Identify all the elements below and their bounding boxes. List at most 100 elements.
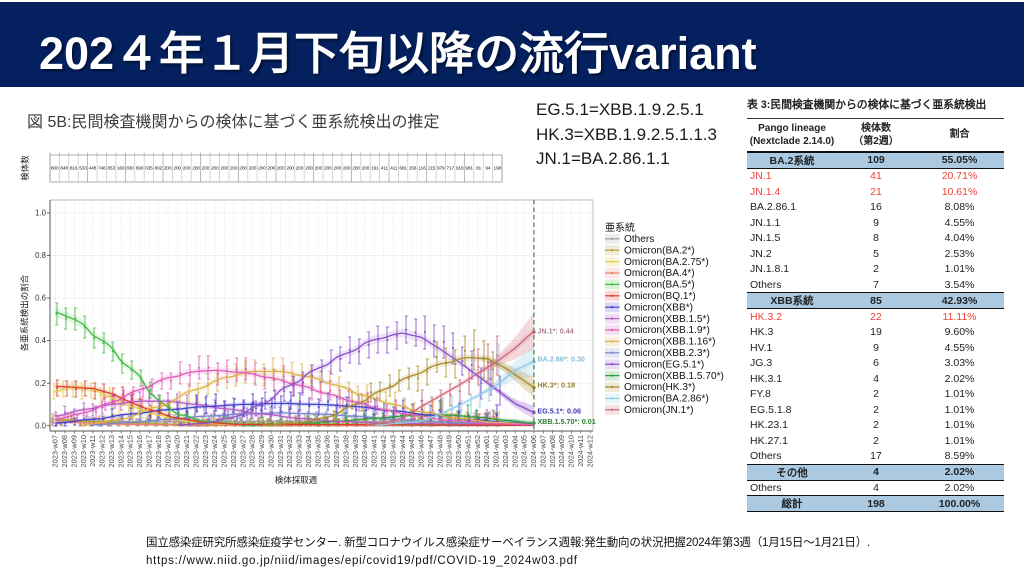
svg-text:94: 94 [485, 166, 491, 172]
svg-text:979: 979 [437, 166, 445, 172]
svg-text:2024-w09: 2024-w09 [557, 435, 566, 467]
svg-text:Omicron(BA.2.86*): Omicron(BA.2.86*) [624, 394, 709, 405]
svg-text:検体数: 検体数 [20, 155, 30, 181]
svg-text:115: 115 [428, 166, 436, 172]
svg-text:2023-w34: 2023-w34 [304, 435, 313, 467]
svg-text:2023-w29: 2023-w29 [257, 435, 266, 467]
svg-text:2023-w18: 2023-w18 [154, 435, 163, 467]
svg-text:2023-w22: 2023-w22 [191, 435, 200, 467]
svg-text:81: 81 [476, 166, 482, 172]
svg-text:200: 200 [164, 166, 172, 172]
svg-text:2023-w30: 2023-w30 [266, 435, 275, 467]
svg-text:635: 635 [145, 166, 153, 172]
svg-text:200: 200 [239, 166, 247, 172]
svg-text:0.6: 0.6 [35, 294, 46, 303]
svg-text:200: 200 [192, 166, 200, 172]
svg-text:200: 200 [362, 166, 370, 172]
svg-text:2023-w43: 2023-w43 [388, 435, 397, 467]
svg-text:2023-w39: 2023-w39 [351, 435, 360, 467]
svg-text:802: 802 [155, 166, 163, 172]
svg-text:411: 411 [390, 166, 398, 172]
svg-text:200: 200 [202, 166, 210, 172]
svg-text:JN.1*: 0.44: JN.1*: 0.44 [537, 327, 573, 336]
svg-text:200: 200 [286, 166, 294, 172]
svg-text:亜系統: 亜系統 [605, 221, 635, 234]
svg-text:2024-w08: 2024-w08 [548, 435, 557, 467]
svg-text:200: 200 [315, 166, 323, 172]
svg-text:2023-w11: 2023-w11 [88, 435, 97, 467]
svg-text:2023-w50: 2023-w50 [454, 435, 463, 467]
svg-text:2023-w40: 2023-w40 [360, 435, 369, 467]
svg-text:2023-w42: 2023-w42 [379, 435, 388, 467]
svg-text:2024-w05: 2024-w05 [520, 435, 529, 467]
svg-text:2023-w28: 2023-w28 [248, 435, 257, 467]
svg-text:BA.2.86*: 0.30: BA.2.86*: 0.30 [537, 355, 585, 364]
svg-text:2023-w51: 2023-w51 [463, 435, 472, 467]
svg-text:2023-w27: 2023-w27 [238, 435, 247, 467]
svg-text:0.2: 0.2 [35, 379, 46, 388]
svg-text:2023-w45: 2023-w45 [407, 435, 416, 467]
svg-text:816: 816 [70, 166, 78, 172]
svg-text:2024-w06: 2024-w06 [529, 435, 538, 467]
svg-text:717: 717 [446, 166, 454, 172]
svg-text:2024-w04: 2024-w04 [510, 435, 519, 467]
svg-text:Others: Others [624, 234, 654, 245]
svg-text:200: 200 [343, 166, 351, 172]
svg-text:116: 116 [418, 166, 426, 172]
svg-text:2023-w49: 2023-w49 [445, 435, 454, 467]
svg-text:2024-w07: 2024-w07 [539, 435, 548, 467]
svg-text:200: 200 [230, 166, 238, 172]
svg-text:2023-w26: 2023-w26 [229, 435, 238, 467]
svg-text:Omicron(BQ.1*): Omicron(BQ.1*) [624, 291, 696, 302]
svg-text:981: 981 [465, 166, 473, 172]
svg-text:2023-w25: 2023-w25 [220, 435, 229, 467]
svg-text:200: 200 [352, 166, 360, 172]
svg-text:2023-w47: 2023-w47 [426, 435, 435, 467]
svg-text:各亜系統検出の割合: 各亜系統検出の割合 [20, 274, 30, 351]
svg-text:Omicron(BA.2*): Omicron(BA.2*) [624, 245, 695, 256]
svg-text:746: 746 [98, 166, 106, 172]
svg-text:411: 411 [381, 166, 389, 172]
svg-text:2023-w13: 2023-w13 [107, 435, 116, 467]
svg-text:690: 690 [136, 166, 144, 172]
svg-text:2024-w10: 2024-w10 [567, 435, 576, 467]
svg-text:2023-w10: 2023-w10 [79, 435, 88, 467]
svg-text:830: 830 [126, 166, 134, 172]
svg-text:919: 919 [456, 166, 464, 172]
svg-text:HK.3*: 0.18: HK.3*: 0.18 [537, 381, 575, 390]
svg-text:1.0: 1.0 [35, 209, 47, 218]
svg-text:Omicron(BA.4*): Omicron(BA.4*) [624, 268, 695, 279]
svg-text:2023-w33: 2023-w33 [295, 435, 304, 467]
svg-text:Omicron(HK.3*): Omicron(HK.3*) [624, 382, 695, 393]
svg-text:Omicron(BA.5*): Omicron(BA.5*) [624, 280, 695, 291]
svg-text:2024-w12: 2024-w12 [585, 435, 594, 467]
svg-text:200: 200 [333, 166, 341, 172]
svg-text:2024-w02: 2024-w02 [492, 435, 501, 467]
svg-text:Omicron(BA.2.75*): Omicron(BA.2.75*) [624, 257, 709, 268]
svg-text:2023-w09: 2023-w09 [70, 435, 79, 467]
svg-text:2023-w35: 2023-w35 [313, 435, 322, 467]
svg-text:EG.5.1*: 0.06: EG.5.1*: 0.06 [537, 407, 581, 416]
svg-text:191: 191 [371, 166, 379, 172]
svg-text:200: 200 [173, 166, 181, 172]
svg-text:Omicron(XBB*): Omicron(XBB*) [624, 302, 693, 313]
svg-text:848: 848 [60, 166, 68, 172]
svg-text:2024-w03: 2024-w03 [501, 435, 510, 467]
svg-text:2023-w36: 2023-w36 [323, 435, 332, 467]
svg-text:160: 160 [117, 166, 125, 172]
svg-text:2023-w52: 2023-w52 [473, 435, 482, 467]
svg-text:2023-w12: 2023-w12 [98, 435, 107, 467]
svg-text:156: 156 [409, 166, 417, 172]
svg-text:2024-w11: 2024-w11 [576, 435, 585, 467]
svg-text:200: 200 [268, 166, 276, 172]
svg-text:2024-w01: 2024-w01 [482, 435, 491, 467]
svg-text:2023-w21: 2023-w21 [182, 435, 191, 467]
svg-text:2023-w23: 2023-w23 [201, 435, 210, 467]
svg-text:2023-w24: 2023-w24 [210, 435, 219, 467]
svg-text:200: 200 [277, 166, 285, 172]
svg-text:Omicron(XBB.1.9*): Omicron(XBB.1.9*) [624, 325, 710, 336]
svg-text:2023-w08: 2023-w08 [60, 435, 69, 467]
svg-text:2023-w14: 2023-w14 [116, 435, 125, 467]
svg-text:0.0: 0.0 [35, 421, 47, 430]
svg-text:448: 448 [89, 166, 97, 172]
